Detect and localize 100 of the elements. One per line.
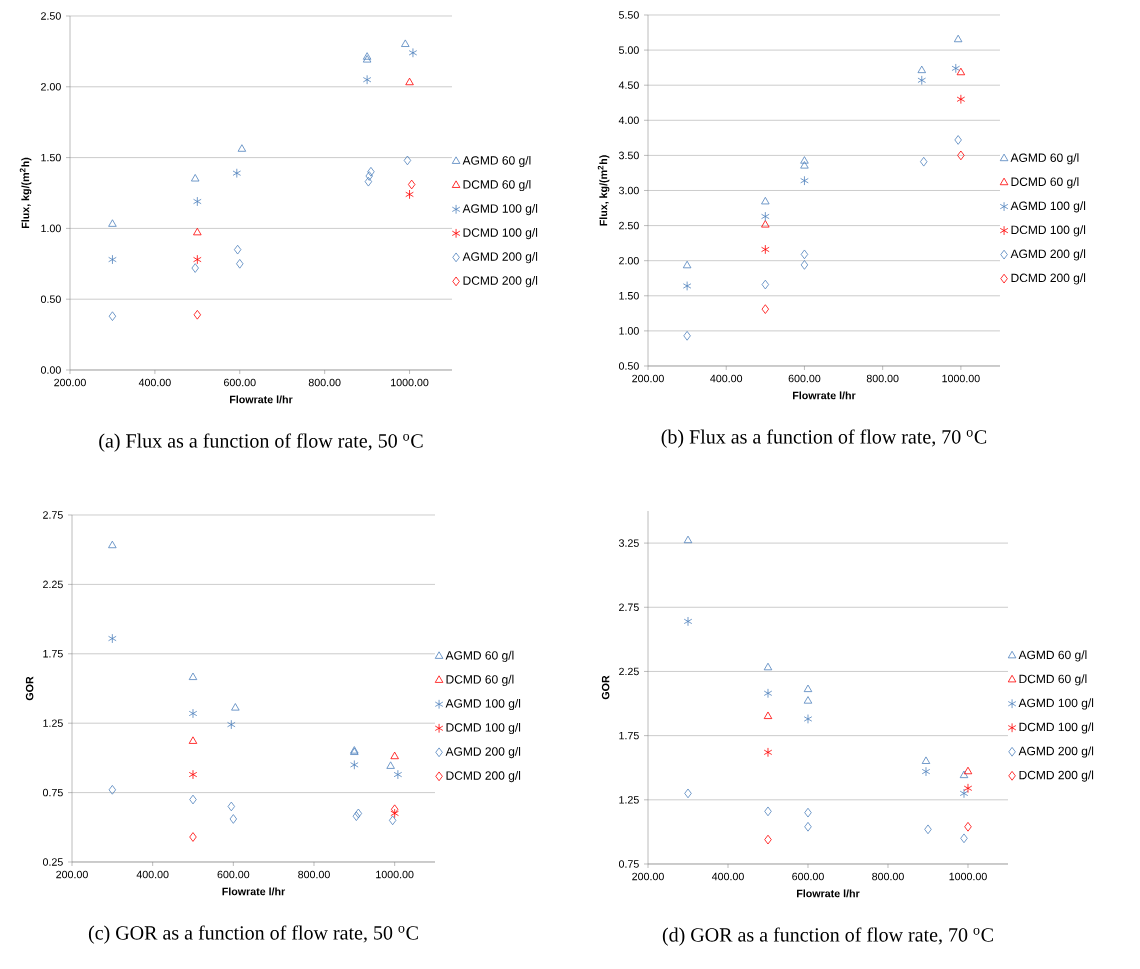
point <box>188 736 198 744</box>
point <box>800 175 809 186</box>
x-tick-label: 400.00 <box>710 374 743 383</box>
point <box>761 196 770 205</box>
point <box>917 65 926 74</box>
point <box>405 77 414 86</box>
point <box>957 150 965 161</box>
point <box>954 135 962 145</box>
legend-label: AGMD 60 g/l <box>1010 153 1079 165</box>
point <box>956 94 966 105</box>
point <box>800 161 809 169</box>
point <box>921 756 931 764</box>
point <box>401 39 410 47</box>
x-tick-label: 1000.00 <box>391 378 429 387</box>
point <box>362 52 372 60</box>
legend-label: AGMD 60 g/l <box>462 155 531 168</box>
point <box>960 833 968 844</box>
point <box>964 821 972 832</box>
y-tick-label: 0.50 <box>40 295 61 303</box>
legend-label: DCMD 100 g/l <box>1019 722 1094 734</box>
point <box>386 761 395 769</box>
legend-label: DCMD 100 g/l <box>446 722 521 735</box>
y-tick-label: 0.25 <box>42 858 63 866</box>
y-tick-label: 3.25 <box>618 539 639 547</box>
x-tick-label: 800.00 <box>872 872 904 881</box>
point <box>403 155 412 166</box>
point <box>189 832 197 842</box>
point <box>364 176 373 187</box>
point <box>800 156 809 164</box>
legend-label: DCMD 60 g/l <box>463 179 531 192</box>
y-tick-label: 1.75 <box>43 650 63 658</box>
point <box>367 166 375 177</box>
legend-label: DCMD 200 g/l <box>446 770 521 783</box>
point <box>362 55 372 63</box>
point <box>193 309 202 320</box>
point <box>227 719 236 730</box>
point <box>236 258 244 269</box>
point <box>108 540 117 549</box>
y-tick-label: 1.75 <box>619 731 639 740</box>
text: (c) GOR as a function of flow rate, 50 $^{o}$C <box>88 925 418 944</box>
point <box>963 783 973 794</box>
legend-label: AGMD 60 g/l <box>1018 650 1087 662</box>
legend-label: AGMD 100 g/l <box>1010 201 1086 213</box>
y-tick-label: 1.25 <box>619 796 639 804</box>
point <box>683 331 691 341</box>
x-axis-title: Flowrate l/hr <box>793 391 856 400</box>
point <box>763 662 773 671</box>
text: (a) Flux as a function of flow rate, 50 $^{o}$C <box>99 433 423 452</box>
point <box>761 211 770 222</box>
point <box>362 74 372 85</box>
y-tick-label: 1.00 <box>619 327 639 335</box>
point <box>684 788 692 799</box>
point <box>189 794 197 805</box>
point <box>953 34 963 43</box>
legend-label: DCMD 200 g/l <box>463 276 538 288</box>
point <box>233 244 242 255</box>
point <box>108 633 117 644</box>
y-tick-label: 1.50 <box>619 292 639 300</box>
legend-label: AGMD 100 g/l <box>445 698 521 711</box>
y-tick-label: 4.50 <box>618 81 639 89</box>
point <box>108 311 117 321</box>
x-axis-title: Flowrate l/hr <box>222 887 286 896</box>
point <box>803 696 813 704</box>
y-tick-label: 2.50 <box>41 12 61 20</box>
x-tick-label: 600.00 <box>788 374 821 383</box>
point <box>959 788 969 799</box>
point <box>763 711 773 719</box>
point <box>800 260 809 270</box>
point <box>193 254 202 265</box>
point <box>951 63 960 74</box>
point <box>390 804 399 815</box>
y-axis-title: Flux, kg/(m$^{2}$h) <box>19 157 32 229</box>
point <box>763 747 773 758</box>
y-tick-label: 2.75 <box>619 603 639 612</box>
point <box>229 814 238 824</box>
legend-label: AGMD 200 g/l <box>1010 249 1086 261</box>
x-tick-label: 800.00 <box>866 374 899 383</box>
point <box>917 75 926 86</box>
text: (b) Flux as a function of flow rate, 70 $^{o}$C <box>661 429 987 448</box>
point <box>408 48 418 58</box>
x-tick-label: 1000.00 <box>949 872 987 881</box>
x-tick-label: 1000.00 <box>376 870 414 879</box>
y-tick-label: 2.25 <box>43 580 63 589</box>
x-tick-label: 400.00 <box>138 378 171 387</box>
y-tick-label: 2.50 <box>619 221 639 230</box>
x-tick-label: 600.00 <box>792 872 824 881</box>
point <box>405 189 414 200</box>
point <box>191 174 200 182</box>
point <box>920 156 928 167</box>
x-tick-label: 400.00 <box>136 870 169 879</box>
point <box>188 708 198 719</box>
point <box>963 766 973 775</box>
y-tick-label: 2.00 <box>619 256 639 265</box>
x-tick-label: 200.00 <box>632 872 664 881</box>
point <box>388 815 397 826</box>
point <box>924 824 932 835</box>
legend-label: DCMD 100 g/l <box>1011 225 1086 237</box>
y-tick-label: 1.00 <box>41 224 61 233</box>
point <box>365 171 373 181</box>
y-tick-label: 3.00 <box>618 186 639 195</box>
